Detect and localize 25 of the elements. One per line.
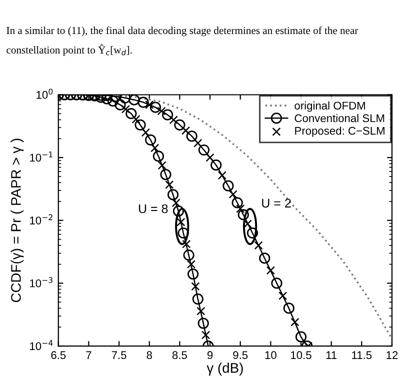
- x-tick-label: 10: [265, 351, 276, 360]
- x-tick-label: 9: [207, 351, 213, 360]
- x-tick-label: 11.5: [352, 351, 372, 360]
- y-tick-label: 10$^{−1}$: [30, 152, 52, 162]
- legend-label: original OFDM: [294, 101, 365, 112]
- x-tick-label: 7.5: [112, 351, 126, 360]
- x-tick-label: 8: [146, 351, 152, 360]
- x-tick-label: 10.5: [291, 351, 312, 360]
- y-tick-label: 10$^{−4}$: [30, 340, 53, 350]
- y-tick-label: 10$^{−3}$: [30, 277, 52, 288]
- x-tick-label: 11: [326, 351, 337, 359]
- x-tick-label: 12: [386, 351, 398, 359]
- annotation: U = 2: [262, 198, 291, 208]
- y-axis-title: CCDF(γ) = Pr ( PAPR > γ ): [10, 138, 24, 302]
- text: In a similar to (11), the final data decoding stage determines an estimate of the near constellation point to Ŷ$_{c}$[w$_{d}$].: [6, 26, 358, 56]
- legend-label: Proposed: C−SLM: [295, 126, 384, 137]
- x-tick-label: 9.5: [233, 351, 248, 360]
- y-tick-label: 10$^{0}$: [36, 88, 53, 99]
- x-axis-title: γ (dB): [206, 362, 243, 376]
- x-tick-label: 7: [86, 351, 92, 359]
- x-tick-label: 8.5: [172, 351, 187, 360]
- legend-label: Conventional SLM: [294, 114, 384, 122]
- annotation: U = 8: [138, 204, 168, 214]
- y-tick-label: 10$^{−2}$: [30, 214, 52, 224]
- x-tick-label: 6.5: [51, 351, 66, 360]
